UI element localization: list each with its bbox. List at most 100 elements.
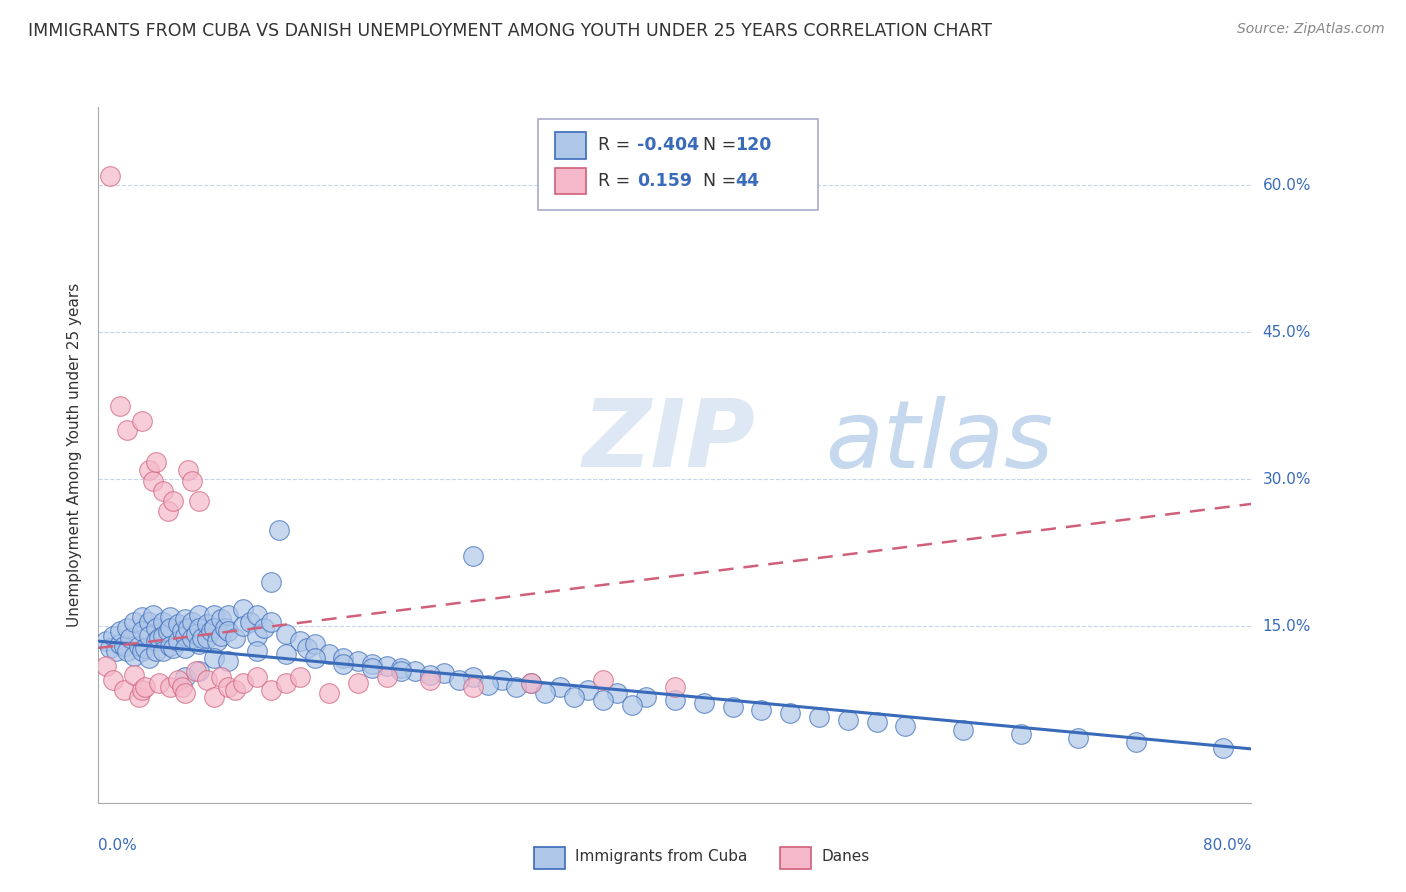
Point	[419, 673, 441, 688]
Point	[217, 680, 239, 694]
Point	[346, 676, 368, 690]
Point	[664, 680, 686, 694]
Point	[131, 414, 153, 428]
Point	[188, 494, 211, 508]
Text: 60.0%: 60.0%	[1263, 178, 1310, 193]
Point	[1067, 731, 1090, 745]
Point	[231, 619, 254, 633]
Point	[636, 690, 658, 704]
Point	[188, 607, 211, 622]
Point	[389, 660, 412, 674]
Point	[297, 640, 319, 655]
Point	[145, 634, 167, 648]
Text: 80.0%: 80.0%	[1204, 838, 1251, 853]
Point	[195, 631, 218, 645]
Point	[117, 424, 138, 438]
Point	[807, 709, 830, 723]
Point	[505, 680, 527, 694]
Point	[159, 639, 181, 653]
Point	[101, 629, 124, 643]
Point	[246, 607, 269, 622]
Point	[162, 640, 184, 655]
Text: N =: N =	[703, 172, 742, 190]
Point	[693, 696, 716, 710]
Point	[131, 609, 153, 624]
Point	[361, 660, 384, 674]
Point	[166, 673, 188, 688]
Point	[128, 690, 150, 704]
Text: 30.0%: 30.0%	[1263, 472, 1310, 487]
Point	[361, 657, 384, 671]
Point	[246, 670, 269, 684]
Point	[231, 676, 254, 690]
Point	[170, 624, 193, 639]
Text: 44: 44	[735, 172, 759, 190]
Point	[461, 680, 484, 694]
Point	[98, 640, 121, 655]
Text: 0.0%: 0.0%	[98, 838, 138, 853]
Point	[162, 494, 184, 508]
Point	[117, 621, 138, 635]
Point	[108, 637, 131, 651]
Point	[837, 713, 859, 727]
Point	[1212, 740, 1234, 755]
Point	[142, 607, 165, 622]
Point	[191, 631, 214, 645]
Point	[159, 609, 181, 624]
Point	[148, 676, 170, 690]
Point	[318, 686, 340, 700]
Point	[152, 629, 174, 643]
Point	[124, 668, 146, 682]
Point	[174, 670, 197, 684]
Point	[274, 676, 297, 690]
Point	[174, 611, 197, 625]
Point	[112, 683, 135, 698]
Point	[108, 624, 131, 639]
Point	[592, 673, 614, 688]
Point	[202, 607, 225, 622]
Point	[94, 634, 117, 648]
Point	[389, 664, 412, 678]
Point	[260, 683, 283, 698]
Point	[177, 462, 200, 476]
Text: 15.0%: 15.0%	[1263, 619, 1310, 634]
Point	[104, 644, 127, 658]
Point	[98, 169, 121, 183]
Point	[166, 617, 188, 632]
Point	[461, 670, 484, 684]
Point	[231, 601, 254, 615]
Text: Danes: Danes	[821, 849, 869, 863]
Point	[181, 631, 204, 645]
Text: Immigrants from Cuba: Immigrants from Cuba	[575, 849, 748, 863]
Point	[534, 686, 557, 700]
Point	[447, 673, 470, 688]
Point	[138, 462, 160, 476]
Point	[166, 634, 188, 648]
Point	[134, 680, 156, 694]
Point	[405, 664, 427, 678]
Point	[117, 644, 138, 658]
Point	[620, 698, 643, 712]
Point	[267, 524, 290, 538]
Text: 45.0%: 45.0%	[1263, 325, 1310, 340]
Point	[186, 627, 208, 641]
Point	[195, 617, 218, 632]
Point	[239, 615, 262, 629]
Point	[200, 624, 222, 639]
Point	[186, 664, 208, 678]
Point	[894, 719, 917, 733]
Point	[138, 650, 160, 665]
Point	[606, 686, 628, 700]
Point	[217, 607, 239, 622]
Point	[721, 699, 744, 714]
Text: ZIP: ZIP	[582, 395, 755, 487]
Point	[202, 621, 225, 635]
Point	[548, 680, 571, 694]
Point	[346, 654, 368, 668]
Point	[304, 650, 326, 665]
Point	[253, 621, 276, 635]
Point	[108, 399, 131, 413]
Point	[128, 639, 150, 653]
Point	[520, 676, 543, 690]
Point	[120, 631, 142, 645]
